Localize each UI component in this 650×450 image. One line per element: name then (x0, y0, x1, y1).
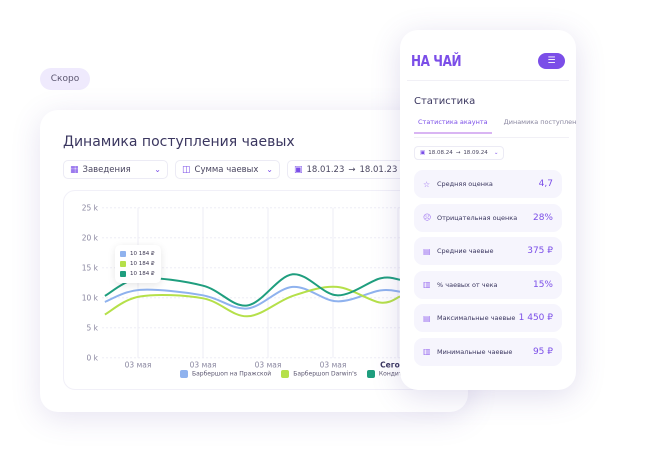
coming-soon-badge: Скоро (40, 68, 90, 90)
legend-label: Барбершоп на Пражской (192, 370, 272, 378)
x-tick-label: 03 мая (320, 361, 347, 370)
stat-label: Средняя оценка (437, 180, 493, 188)
legend-item[interactable]: Барбершоп Darwin's (281, 370, 357, 378)
sad-face-icon: ☹ (423, 213, 432, 222)
series-line (104, 285, 401, 310)
money-icon: ▤ (423, 313, 431, 323)
tooltip-value: 10 184 ₽ (130, 271, 155, 277)
mobile-app-preview: НА ЧАЙ ☰ Статистика Статистика акаунта Д… (400, 30, 576, 390)
divider (407, 80, 569, 81)
stat-value: 4,7 (538, 179, 553, 189)
stat-label: % чаевых от чека (437, 280, 498, 289)
legend-item[interactable]: Барбершоп на Пражской (180, 370, 271, 378)
chart-tooltip: 10 184 ₽ 10 184 ₽ 10 184 ₽ (115, 245, 161, 283)
stat-label: Отрицательная оценка (437, 213, 518, 222)
stat-card: ▤ Средние чаевые 375 ₽ (414, 237, 562, 265)
star-icon: ☆ (423, 179, 431, 189)
logo: НА ЧАЙ (411, 52, 462, 70)
select-label: Заведения (82, 164, 131, 175)
date-from: 18.08.24 (428, 150, 453, 156)
venues-select[interactable]: ▦ Заведения ⌄ (63, 160, 168, 179)
stat-value: 28% (532, 212, 553, 223)
metric-select[interactable]: ◫ Сумма чаевых ⌄ (175, 160, 280, 179)
stat-value: 375 ₽ (527, 246, 553, 256)
stat-value: 95 ₽ (532, 346, 553, 357)
stat-card: ▥ % чаевых от чека 15% (414, 270, 562, 299)
stat-label: Минимальные чаевые (437, 347, 513, 356)
chart-area (63, 190, 468, 390)
series-line (104, 285, 401, 318)
x-tick-label: Сегодня (380, 361, 416, 370)
stat-label: Средние чаевые (437, 247, 494, 255)
date-range-select[interactable]: ▣ 18.08.24 → 18.09.24 ⌄ (414, 146, 505, 160)
tips-dynamics-card: Динамика поступления чаевых ▦ Заведения ⌄ … (40, 110, 468, 412)
divider (414, 137, 569, 138)
arrow: → (348, 164, 356, 175)
chevron-down-icon: ⌄ (493, 150, 499, 156)
y-tick-label: 15 k (82, 264, 99, 273)
tabs: Статистика акаунта Динамика поступления … (414, 118, 576, 134)
stat-card: ▤ Максимальные чаевые 1 450 ₽ (414, 304, 562, 332)
chevron-down-icon: ⌄ (266, 165, 273, 174)
receipt-icon: ▥ (423, 347, 431, 356)
stat-value: 15% (532, 279, 553, 290)
menu-button[interactable]: ☰ (538, 53, 565, 69)
calendar-icon: ▣ (420, 150, 426, 156)
tab-account-stats[interactable]: Статистика акаунта (414, 118, 492, 134)
stat-card: ▥ Минимальные чаевые 95 ₽ (414, 337, 562, 366)
select-label: Сумма чаевых (194, 164, 259, 175)
chart-icon: ◫ (182, 164, 191, 175)
x-tick-label: 03 мая (190, 361, 217, 370)
card-title: Динамика поступления чаевых (63, 134, 295, 150)
stat-card: ☹ Отрицательная оценка 28% (414, 203, 562, 232)
y-tick-label: 20 k (82, 234, 99, 243)
tooltip-value: 10 184 ₽ (130, 251, 155, 257)
date-from: 18.01.23 (306, 164, 345, 175)
tooltip-value: 10 184 ₽ (130, 261, 155, 267)
calendar-icon: ▣ (294, 164, 303, 175)
x-tick-label: 03 мая (125, 361, 152, 370)
legend-label: Барбершоп Darwin's (293, 370, 357, 378)
chart-legend: Барбершоп на Пражской Барбершоп Darwin's… (180, 370, 424, 378)
date-to: 18.09.24 (463, 150, 488, 156)
stat-label: Максимальные чаевые (437, 314, 516, 322)
x-tick-label: 03 мая (255, 361, 282, 370)
stat-value: 1 450 ₽ (518, 313, 553, 323)
section-heading: Статистика (414, 96, 476, 107)
arrow: → (455, 150, 461, 156)
grid-icon: ▦ (70, 164, 79, 175)
receipt-icon: ▥ (423, 280, 431, 289)
hamburger-icon: ☰ (547, 56, 556, 66)
tab-tips-dynamics[interactable]: Динамика поступления ч (503, 118, 576, 126)
stat-card: ☆ Средняя оценка 4,7 (414, 170, 562, 198)
money-icon: ▤ (423, 246, 431, 256)
chevron-down-icon: ⌄ (154, 165, 161, 174)
date-to: 18.01.23 (359, 164, 398, 175)
y-tick-label: 10 k (82, 294, 99, 303)
y-tick-label: 5 k (87, 324, 99, 333)
y-tick-label: 0 k (87, 354, 99, 363)
y-tick-label: 25 k (82, 204, 99, 213)
